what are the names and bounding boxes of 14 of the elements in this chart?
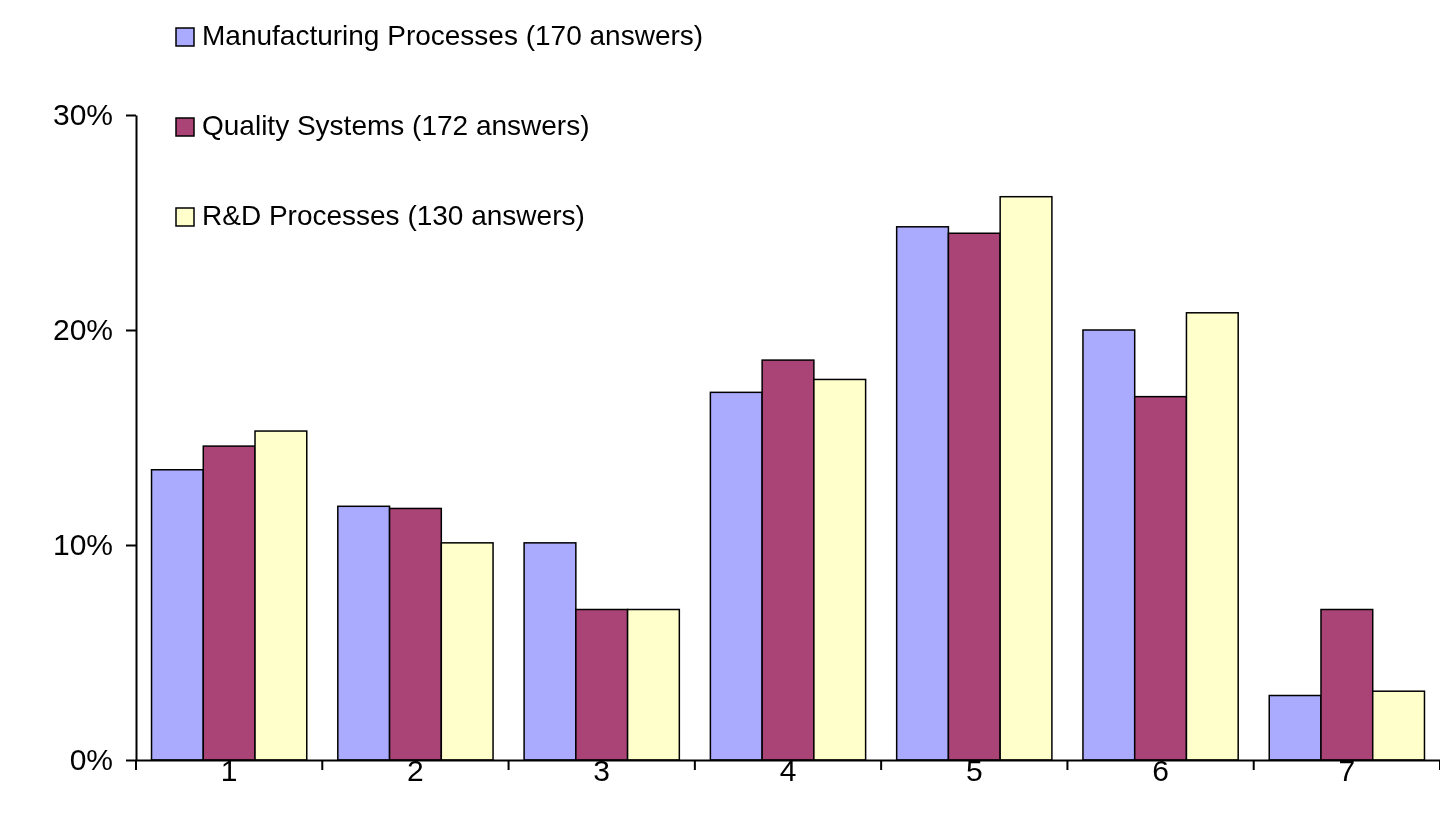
x-tick-label: 7 (1338, 754, 1356, 787)
legend-label: Quality Systems (172 answers) (202, 110, 590, 141)
x-tick-label: 3 (593, 754, 611, 787)
y-tick-label: 10% (52, 528, 113, 562)
x-tick-label: 6 (1152, 754, 1169, 787)
y-tick-label: 0% (69, 743, 113, 777)
y-tick-label: 20% (52, 313, 113, 347)
legend-label: Manufacturing Processes (170 answers) (202, 20, 704, 51)
y-tick-label: 30% (52, 98, 113, 132)
x-tick-label: 4 (779, 754, 797, 787)
legend-label: R&D Processes (130 answers) (202, 200, 585, 231)
x-tick-label: 2 (407, 754, 424, 787)
x-tick-label: 5 (965, 754, 983, 787)
x-tick-label: 1 (220, 754, 238, 787)
